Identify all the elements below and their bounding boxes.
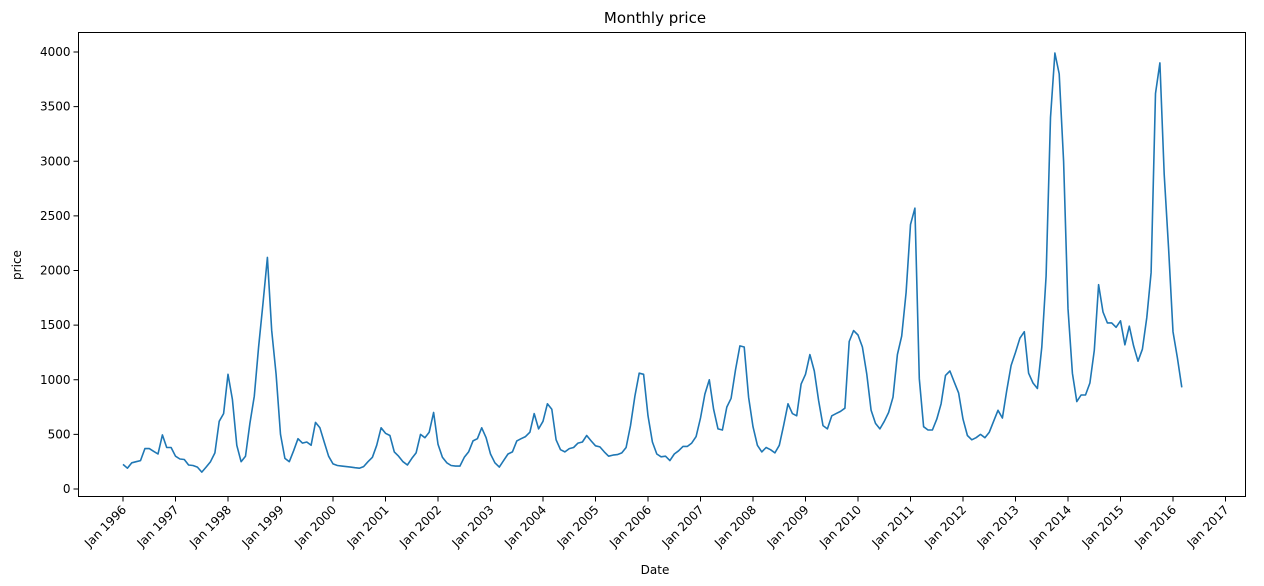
y-axis-label: price (10, 250, 24, 280)
y-tick-label: 0 (63, 482, 71, 496)
series-line-price (122, 52, 1183, 473)
chart-title: Monthly price (604, 9, 706, 27)
y-tick-label: 4000 (40, 45, 71, 59)
y-axis: 0 500 1000 1500 2000 2500 3000 3500 4000 (40, 45, 79, 496)
y-tick-label: 3000 (40, 154, 71, 168)
plot-frame (78, 32, 1246, 497)
y-tick-label: 500 (48, 427, 71, 441)
y-tick-label: 1000 (40, 373, 71, 387)
x-axis-label: Date (641, 563, 670, 577)
y-tick-label: 2000 (40, 264, 71, 278)
y-tick-label: 1500 (40, 318, 71, 332)
series-layer (122, 52, 1183, 473)
y-tick-label: 2500 (40, 209, 71, 223)
y-tick-label: 3500 (40, 100, 71, 114)
plot-area (78, 32, 1246, 497)
